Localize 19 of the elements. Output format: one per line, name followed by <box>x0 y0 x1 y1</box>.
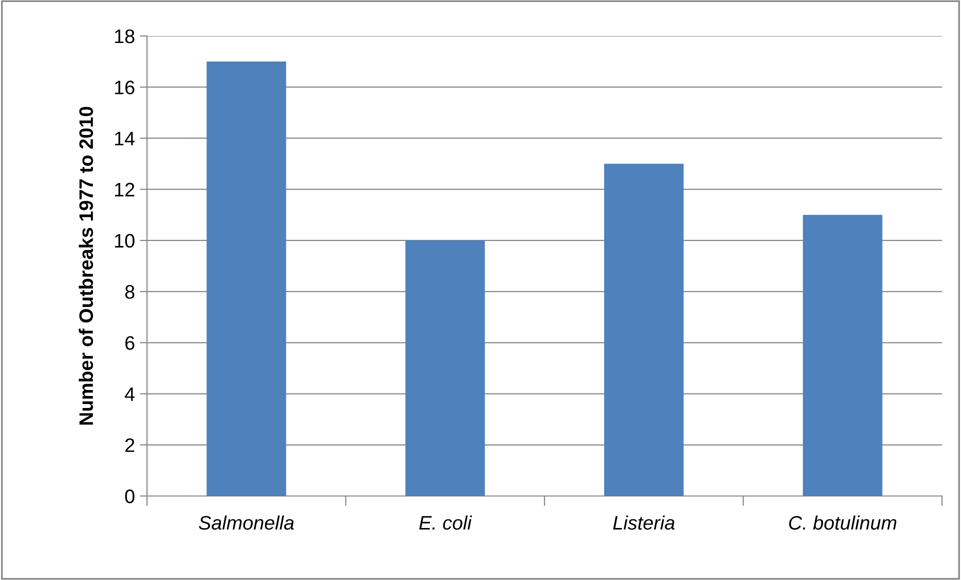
y-axis-title: Number of Outbreaks 1977 to 2010 <box>78 106 94 425</box>
y-tick-label: 4 <box>124 387 135 401</box>
y-tick-label: 2 <box>125 438 134 452</box>
bar <box>802 214 882 496</box>
y-tick-label: 16 <box>115 80 134 94</box>
x-tick-label: Listeria <box>613 515 675 530</box>
y-tick-label: 0 <box>125 489 134 504</box>
x-tick-label: Salmonella <box>198 515 294 530</box>
y-tick-label: 8 <box>125 285 134 299</box>
x-tick-label: E. coli <box>419 515 472 530</box>
bar <box>405 240 485 496</box>
y-tick-label: 14 <box>115 132 135 146</box>
bar <box>206 62 286 496</box>
x-tick-label: C. botulinum <box>789 515 896 530</box>
y-tick-label: 12 <box>115 182 134 196</box>
bar <box>604 164 684 496</box>
y-tick-label: 18 <box>115 29 134 44</box>
y-tick-label: 6 <box>125 336 134 350</box>
y-tick-label: 10 <box>115 234 134 248</box>
